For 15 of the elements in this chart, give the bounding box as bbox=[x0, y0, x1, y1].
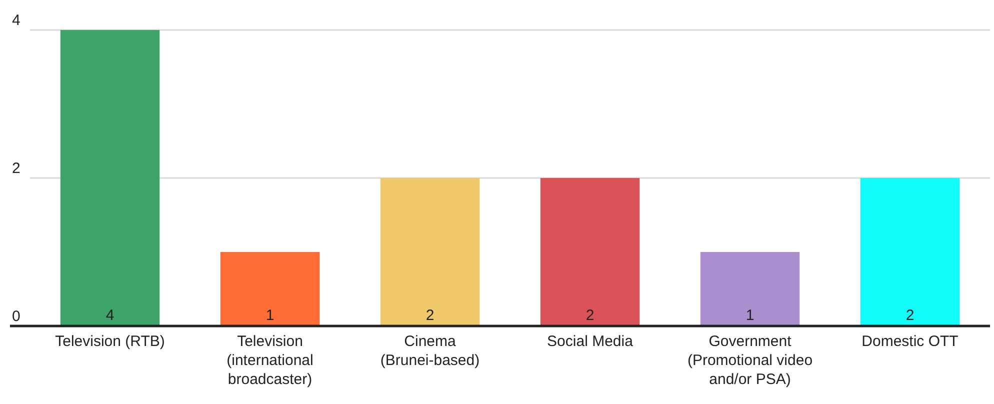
data-label: 2 bbox=[426, 307, 434, 324]
data-label: 2 bbox=[586, 307, 594, 324]
x-tick-label: Television (RTB) bbox=[55, 333, 165, 350]
y-tick-label: 0 bbox=[12, 308, 20, 325]
data-label: 1 bbox=[746, 307, 754, 324]
data-label: 1 bbox=[266, 307, 274, 324]
data-label: 4 bbox=[106, 307, 114, 324]
y-tick-label: 2 bbox=[12, 160, 20, 177]
x-tick-label: Domestic OTT bbox=[862, 333, 958, 350]
x-tick-label: Cinema (Brunei-based) bbox=[380, 333, 480, 369]
x-tick-label: Government (Promotional video and/or PSA) bbox=[687, 333, 813, 388]
y-tick-label: 4 bbox=[12, 12, 20, 29]
x-tick-label: Social Media bbox=[547, 333, 634, 350]
data-label: 2 bbox=[906, 307, 914, 324]
x-tick-label: Television (international broadcaster) bbox=[226, 333, 314, 388]
